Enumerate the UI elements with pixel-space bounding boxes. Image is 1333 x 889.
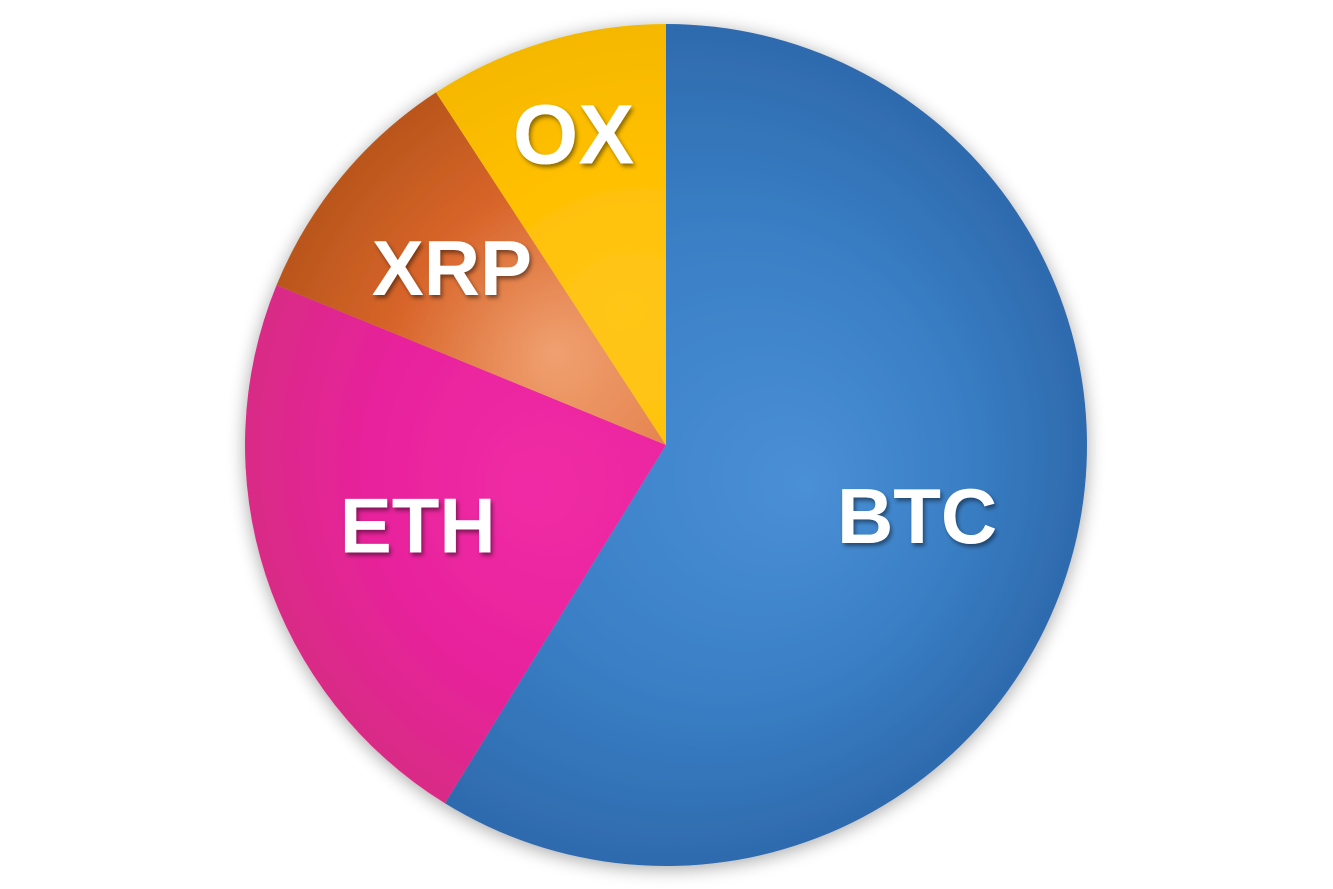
pie-label-eth: ETH [340, 482, 496, 570]
pie-label-xrp: XRP [372, 224, 532, 312]
pie-labels: BTC ETH XRP OX [340, 87, 998, 569]
pie-slices [244, 24, 1087, 866]
pie-slice-ox [435, 24, 666, 445]
pie-slice-btc [444, 24, 1087, 866]
pie-label-ox: OX [513, 87, 634, 181]
pie-slice-xrp [276, 92, 666, 445]
pie-slice-eth [244, 285, 666, 804]
pie-label-btc: BTC [837, 472, 997, 560]
